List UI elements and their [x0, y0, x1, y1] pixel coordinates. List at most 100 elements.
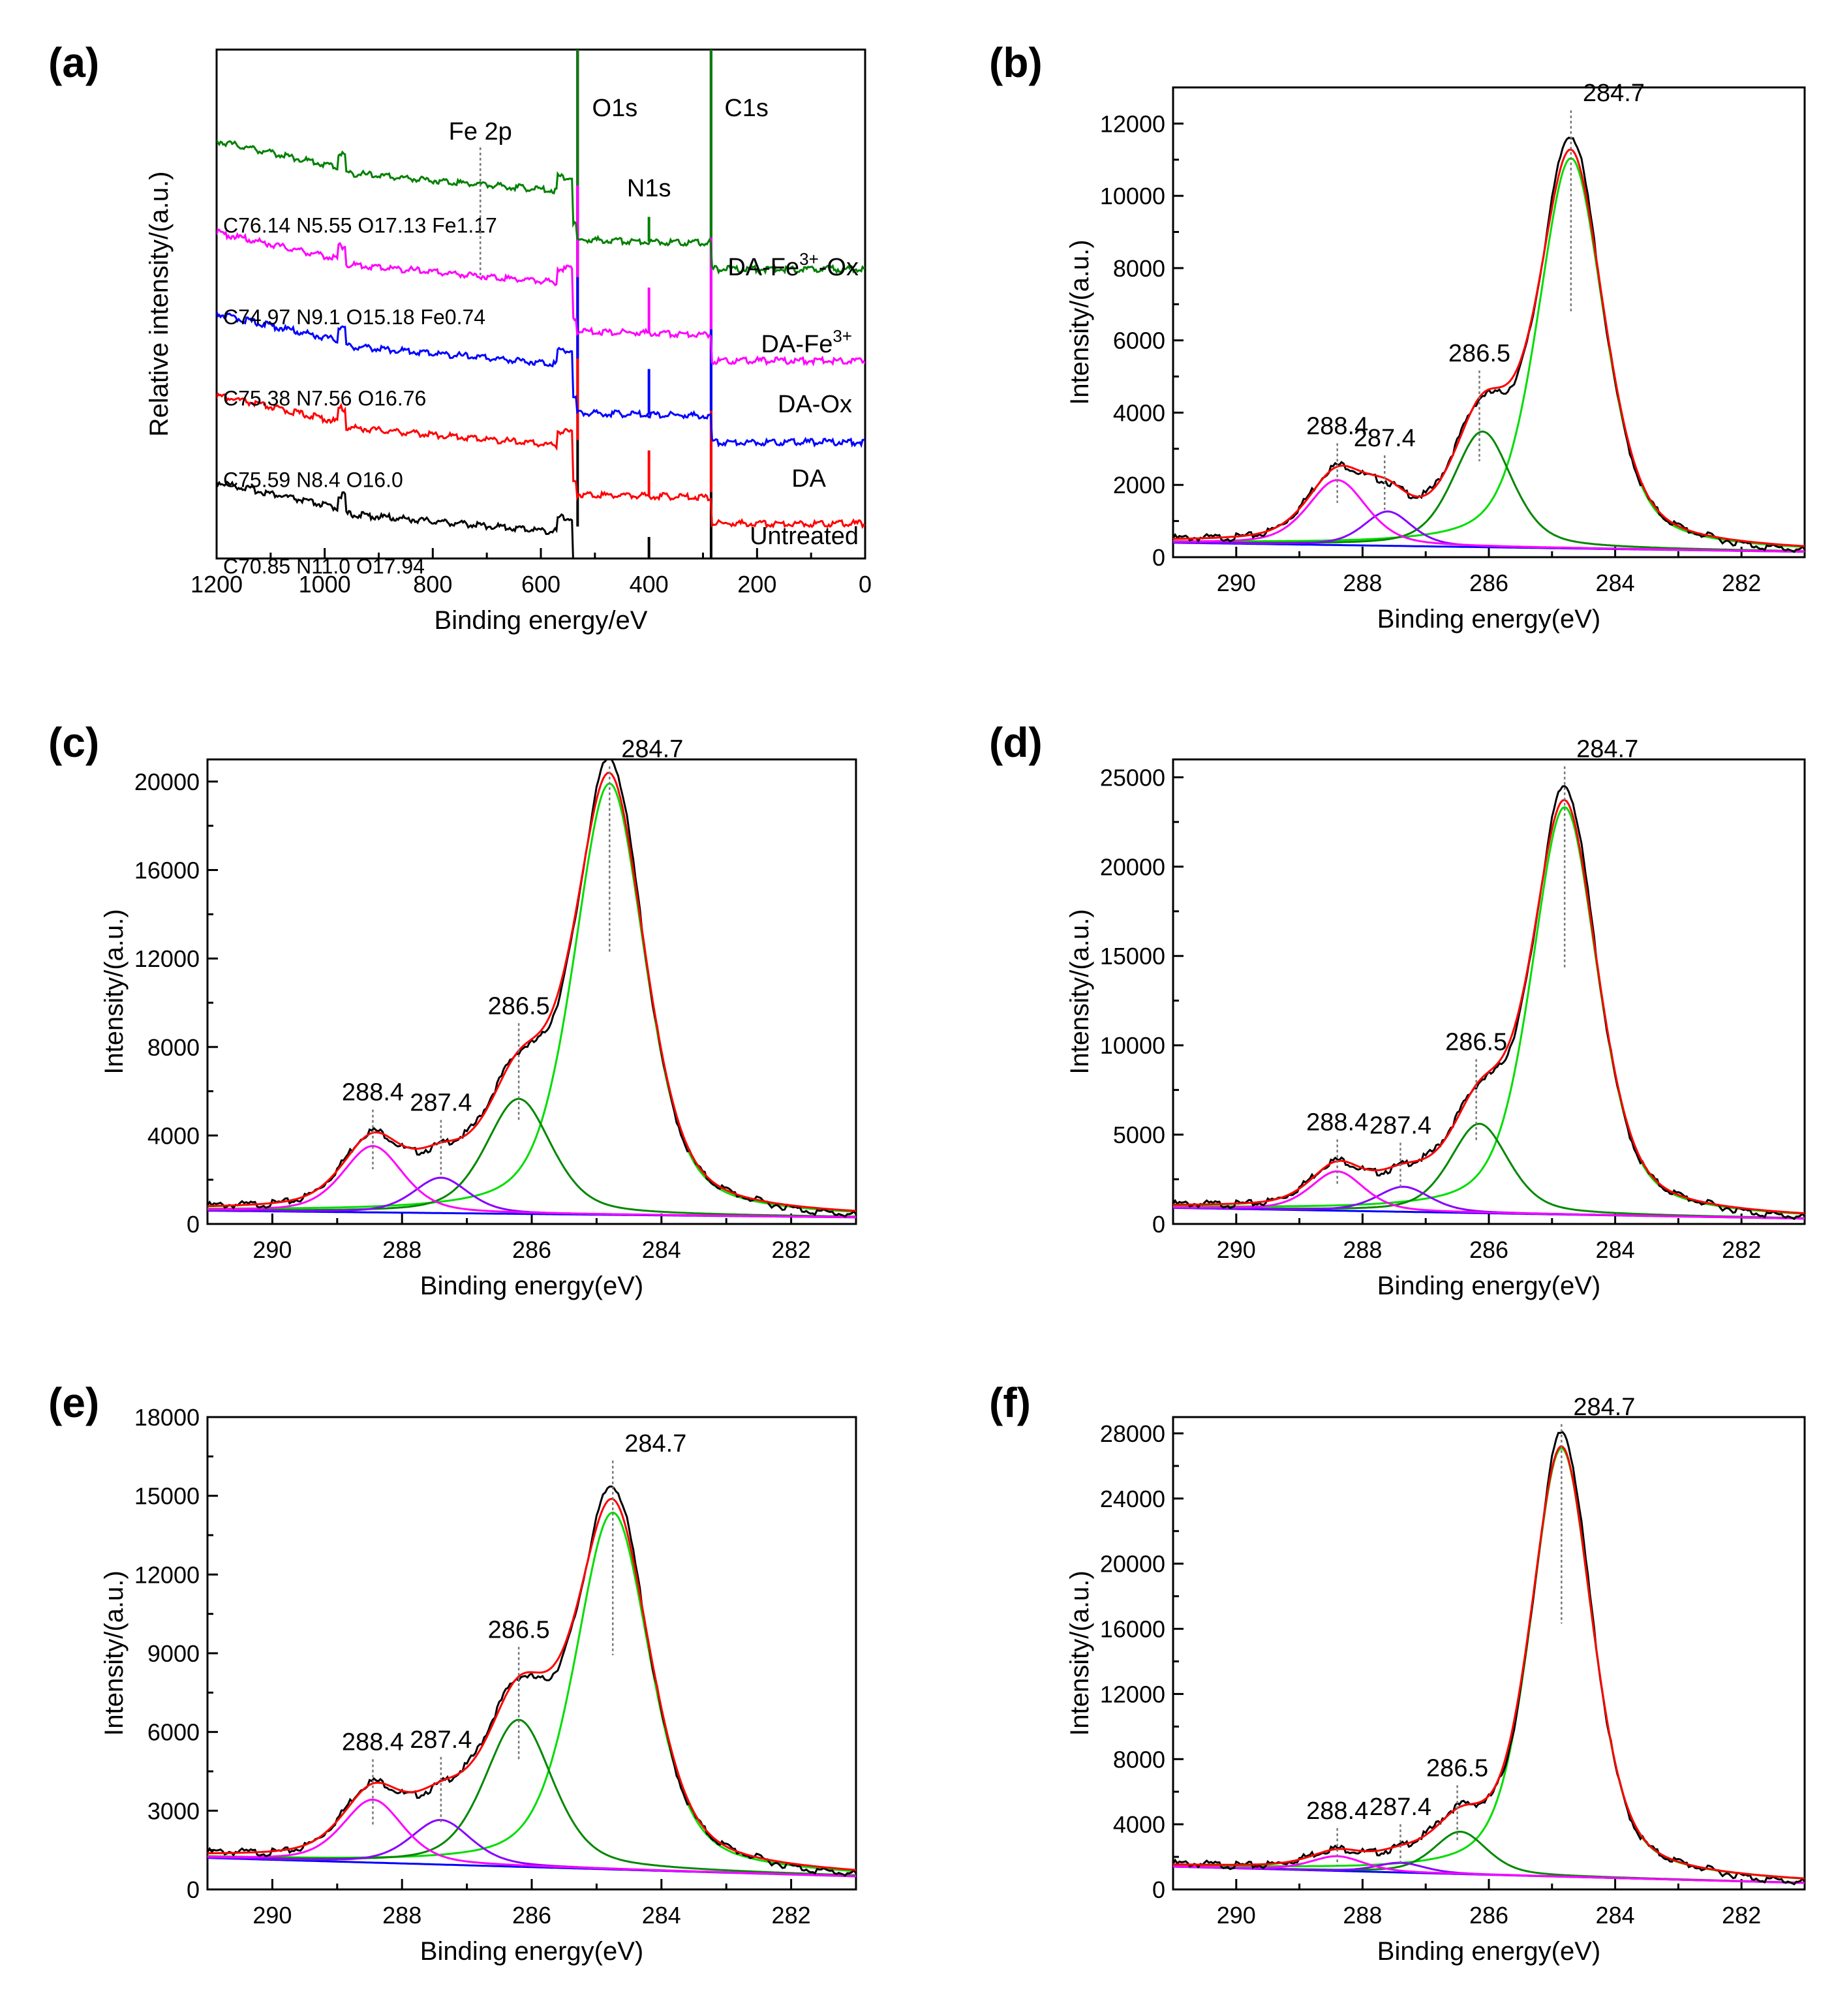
survey-da-ox-line [217, 311, 865, 448]
experimental-spectrum-line [1173, 1431, 1805, 1886]
x-tick-label: 286 [1469, 570, 1508, 596]
y-tick-label: 24000 [1100, 1486, 1165, 1512]
experimental-spectrum-line [1173, 785, 1805, 1221]
plot-frame [1172, 86, 1806, 558]
envelope-fit-line [207, 1497, 856, 1871]
c1s-label: C1s [724, 95, 769, 122]
da-fe-superscript: 3+ [833, 326, 852, 346]
plot-area [207, 1485, 856, 1878]
panel-label: (d) [989, 719, 1043, 766]
y-tick-label: 3000 [147, 1797, 200, 1824]
component-cc-line [1173, 806, 1805, 1215]
x-tick-label: 282 [1722, 1902, 1761, 1929]
peak-label: 284.7 [1576, 736, 1638, 763]
plot-area [1173, 1431, 1805, 1886]
y-tick-label: 8000 [1113, 1746, 1165, 1773]
plot-area [217, 50, 865, 558]
panel-label: (a) [48, 39, 99, 86]
x-tick-label: 288 [382, 1902, 421, 1929]
y-tick-label: 0 [1152, 544, 1165, 571]
fe2p-label: Fe 2p [449, 118, 512, 145]
x-tick-label: 286 [512, 1236, 551, 1263]
x-tick-label: 284 [642, 1236, 681, 1263]
survey-da-fe-ox-line [217, 139, 865, 275]
envelope-fit-line [1173, 799, 1805, 1215]
y-tick-label: 12000 [1100, 1681, 1165, 1707]
y-tick-label: 8000 [147, 1034, 200, 1061]
x-tick-label: 286 [1469, 1902, 1508, 1929]
x-tick-label: 288 [1343, 1236, 1382, 1263]
panel-label: (b) [989, 39, 1043, 86]
series-label-da-fe-ox: DA-Fe3+-Ox [727, 249, 859, 281]
peak-label: 284.7 [1573, 1394, 1635, 1421]
o1s-label: O1s [592, 95, 638, 122]
panel-label: (c) [48, 719, 99, 766]
peak-label: 284.7 [624, 1430, 686, 1458]
y-axis-label: Intensity/(a.u.) [1065, 909, 1094, 1074]
y-tick-label: 9000 [147, 1640, 200, 1667]
y-tick-label: 5000 [1113, 1122, 1165, 1148]
panel-label: (e) [48, 1379, 99, 1426]
composition-label: C75.38 N7.56 O16.76 [223, 387, 426, 410]
x-tick-label: 288 [1343, 1902, 1382, 1929]
x-tick-label: 290 [252, 1236, 292, 1263]
y-tick-label: 12000 [134, 1561, 200, 1588]
y-tick-label: 0 [1152, 1211, 1165, 1238]
y-axis-label: Intensity/(a.u.) [1065, 1570, 1094, 1735]
x-tick-label: 290 [1217, 1236, 1256, 1263]
x-axis-label: Binding energy(eV) [420, 1272, 643, 1300]
envelope-fit-line [1173, 148, 1805, 547]
panel-f: (f) 290 288 286 284 282 0 4000 8000 12000 16000 200… [989, 1379, 1806, 1966]
y-tick-label: 12000 [134, 945, 200, 972]
panel-d: (d) 290 288 286 284 282 0 5000 10000 15000 20000 25… [989, 719, 1806, 1300]
series-label-untreated: Untreated [750, 523, 859, 550]
envelope-fit-line [207, 771, 856, 1212]
y-tick-label: 16000 [1100, 1616, 1165, 1643]
y-tick-label: 25000 [1100, 764, 1165, 791]
peak-label: 286.5 [1426, 1754, 1488, 1782]
x-tick-label: 600 [521, 571, 560, 598]
x-axis-label: Binding energy(eV) [1377, 1272, 1600, 1300]
y-tick-label: 4000 [147, 1122, 200, 1149]
peak-label: 286.5 [488, 992, 550, 1020]
peak-label: 286.5 [1445, 1028, 1507, 1056]
y-tick-label: 10000 [1100, 1032, 1165, 1059]
peak-label: 288.4 [342, 1728, 404, 1756]
component-oco-line [1173, 1170, 1805, 1220]
n1s-label: N1s [627, 175, 671, 202]
peak-label: 288.4 [1306, 412, 1368, 440]
x-tick-label: 290 [1217, 1902, 1256, 1929]
y-tick-label: 12000 [1100, 110, 1165, 137]
y-axis-label: Relative intensity/(a.u.) [145, 172, 174, 437]
x-tick-label: 800 [413, 571, 452, 598]
survey-da-fe-line [217, 228, 865, 367]
peak-label: 288.4 [1306, 1797, 1368, 1825]
y-tick-label: 20000 [1100, 1551, 1165, 1578]
x-tick-label: 288 [1343, 570, 1382, 596]
series-label-da: DA [791, 465, 826, 493]
y-axis-label: Intensity/(a.u.) [100, 909, 129, 1074]
plot-frame [1172, 758, 1806, 1225]
y-tick-label: 0 [187, 1211, 200, 1238]
peak-label: 287.4 [1369, 1794, 1431, 1821]
component-oco-line [207, 1145, 856, 1219]
peak-label: 288.4 [342, 1079, 404, 1107]
composition-label: C76.14 N5.55 O17.13 Fe1.17 [223, 213, 497, 237]
x-tick-label: 290 [252, 1902, 292, 1929]
y-tick-label: 16000 [134, 857, 200, 884]
panel-c: (c) 290 288 286 284 282 0 4000 8000 12000 16000 200… [48, 719, 857, 1300]
x-tick-label: 282 [1722, 1236, 1761, 1263]
y-tick-label: 2000 [1113, 472, 1165, 498]
panel-b: (b) 290 288 286 284 282 0 2000 4000 6000 8000 10000… [989, 39, 1806, 634]
da-fe-prefix: DA-Fe [761, 331, 833, 358]
peak-label: 287.4 [410, 1726, 472, 1754]
x-tick-label: 284 [1596, 1902, 1635, 1929]
x-tick-label: 286 [1469, 1236, 1508, 1263]
x-tick-label: 282 [1722, 570, 1761, 596]
x-tick-label: 284 [1596, 570, 1635, 596]
peak-label: 286.5 [1448, 340, 1510, 367]
series-label-da-ox: DA-Ox [778, 391, 852, 418]
component-co-line [207, 1097, 856, 1218]
y-tick-label: 15000 [134, 1483, 200, 1510]
x-tick-label: 286 [512, 1902, 551, 1929]
